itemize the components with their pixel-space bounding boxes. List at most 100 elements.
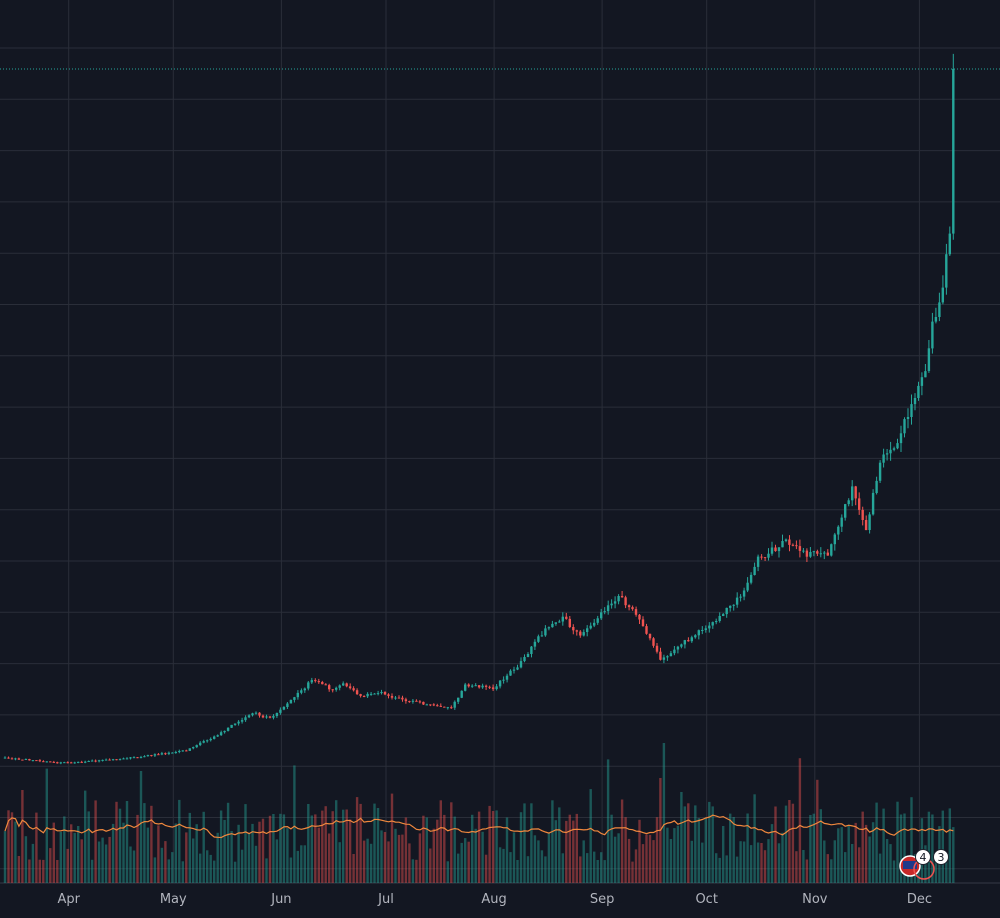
volume-bar — [97, 841, 101, 883]
volume-bar — [690, 840, 693, 883]
time-axis[interactable]: AprMayJunJulAugSepOctNovDec201 — [57, 892, 1000, 907]
volume-bar — [871, 822, 875, 883]
candle-body — [491, 687, 495, 690]
volume-bar — [45, 768, 48, 883]
volume-bar — [631, 861, 634, 883]
volume-bar — [425, 817, 428, 883]
candle-body — [366, 693, 369, 697]
volume-bar — [561, 853, 564, 883]
volume-bar — [268, 815, 272, 883]
candle-body — [718, 616, 721, 621]
volume-bar — [701, 842, 704, 883]
volume-bar — [593, 851, 596, 883]
volume-bar — [258, 821, 261, 883]
candle-body — [453, 701, 456, 708]
volume-bar — [868, 836, 871, 883]
candle-body — [157, 754, 160, 756]
volume-bar — [812, 813, 815, 883]
candle-body — [847, 500, 850, 505]
volume-bar — [157, 825, 160, 883]
candle-body — [418, 701, 422, 703]
event-count-badge[interactable] — [915, 849, 931, 865]
volume-bar — [669, 839, 673, 883]
candle-body — [7, 757, 10, 759]
volume-bar — [213, 860, 216, 883]
candle-body — [565, 616, 568, 619]
candle-body — [586, 628, 589, 632]
candle-body — [680, 644, 683, 647]
volume-bar — [366, 838, 369, 883]
candle-body — [192, 747, 195, 749]
candle-body — [338, 685, 341, 688]
candle-body — [735, 597, 739, 605]
volume-bar — [307, 804, 310, 883]
candle-body — [178, 751, 181, 752]
volume-bar — [167, 859, 170, 883]
volume-bar — [226, 802, 230, 883]
volume-bar — [108, 836, 111, 883]
candle-body — [125, 758, 129, 760]
volume-bar — [805, 859, 809, 883]
candle-body — [589, 625, 592, 629]
candle-body — [484, 685, 488, 687]
volume-bar — [80, 839, 83, 883]
candle-body — [394, 697, 397, 699]
volume-bar — [178, 799, 181, 883]
candle-body — [14, 758, 17, 760]
candle-body — [715, 621, 718, 623]
volume-bar — [756, 842, 760, 883]
candle-body — [613, 601, 617, 604]
candle-body — [934, 317, 938, 322]
volume-bar — [760, 843, 763, 883]
volume-bar — [136, 814, 139, 883]
volume-bar — [164, 841, 167, 883]
event-count-badge[interactable] — [933, 849, 949, 865]
volume-bar — [763, 850, 767, 883]
volume-bar — [680, 792, 683, 883]
candle-body — [139, 757, 143, 759]
volume-bar — [42, 859, 45, 883]
volume-bar — [296, 850, 299, 883]
candle-body — [697, 630, 700, 636]
candle-body — [171, 752, 174, 754]
candle-body — [495, 686, 498, 690]
candle-body — [258, 712, 261, 716]
volume-ma-line — [4, 814, 954, 839]
candle-body — [899, 433, 903, 444]
candle-body — [662, 657, 666, 660]
candle-body — [687, 640, 690, 642]
candle-body — [694, 635, 697, 638]
volume-bar — [84, 790, 87, 883]
volume-bar — [864, 824, 868, 883]
volume-bar — [397, 834, 401, 883]
candle-body — [725, 607, 728, 615]
volume-bar — [14, 821, 17, 883]
candle-body — [369, 693, 373, 695]
candle-body — [840, 517, 843, 527]
volume-bar — [160, 847, 164, 883]
candle-body — [558, 621, 561, 623]
candle-body — [547, 627, 551, 629]
candle-body — [854, 486, 857, 499]
candle-body — [84, 761, 87, 763]
volume-bar — [73, 832, 76, 883]
candle-body — [111, 759, 115, 761]
volume-bar — [662, 743, 666, 883]
volume-bar — [596, 860, 599, 883]
candle-body — [502, 679, 505, 681]
candle-body — [286, 703, 289, 707]
x-axis-tick-label: Apr — [57, 892, 80, 907]
volume-bar — [251, 823, 254, 883]
candle-body — [422, 701, 425, 705]
volume-bar — [941, 810, 944, 883]
volume-bar — [303, 845, 306, 883]
candle-body — [945, 254, 948, 288]
event-count-label: 4 — [920, 851, 927, 864]
candle-body — [362, 696, 366, 697]
volume-bar — [634, 849, 638, 883]
volume-bar — [777, 843, 781, 883]
candle-body — [816, 551, 819, 554]
